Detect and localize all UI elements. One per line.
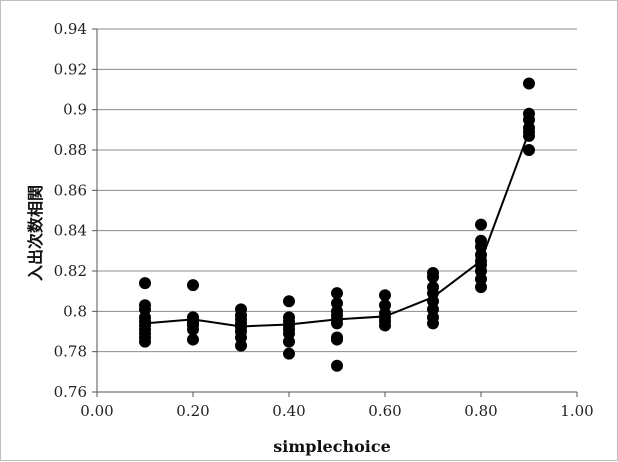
data-point — [139, 335, 151, 348]
data-point — [523, 77, 535, 90]
y-tick-label: 0.84 — [54, 222, 87, 240]
y-tick-label: 0.9 — [63, 101, 87, 119]
data-point — [331, 359, 343, 372]
y-tick-label: 0.78 — [54, 343, 87, 361]
data-point — [379, 289, 391, 302]
data-point — [523, 129, 535, 142]
grid-lines — [97, 28, 577, 353]
data-point — [283, 295, 295, 308]
data-point — [475, 218, 487, 231]
data-point — [139, 277, 151, 290]
data-point — [427, 271, 439, 284]
data-point — [331, 287, 343, 300]
data-point — [235, 339, 247, 352]
y-tick-labels: 0.76 0.78 0.8 0.82 0.84 0.86 0.88 0.9 0.92 0.94 — [54, 20, 87, 401]
data-point — [379, 319, 391, 332]
data-point — [427, 317, 439, 330]
y-tick-label: 0.82 — [54, 262, 87, 280]
y-tick-label: 0.86 — [54, 181, 87, 199]
data-point — [523, 144, 535, 156]
x-tick-label: 0.80 — [464, 402, 497, 420]
x-tick-label: 1.00 — [560, 402, 593, 420]
data-point — [187, 279, 199, 292]
x-tick-label: 0.20 — [176, 402, 209, 420]
y-tick-label: 0.94 — [54, 20, 87, 38]
data-point — [331, 317, 343, 330]
y-tick-label: 0.88 — [54, 141, 87, 159]
x-tick-label: 0.40 — [272, 402, 305, 420]
y-axis-title: 入出次数相関 — [26, 185, 45, 281]
x-tick-label: 0.60 — [368, 402, 401, 420]
data-point — [187, 323, 199, 336]
x-tick-label: 0.00 — [80, 402, 113, 420]
data-point — [331, 333, 343, 346]
y-tick-label: 0.8 — [63, 302, 87, 320]
x-axis-title: simplechoice — [273, 437, 391, 456]
data-point — [475, 281, 487, 294]
data-point — [187, 333, 199, 346]
data-points — [139, 77, 535, 372]
data-point — [283, 335, 295, 348]
x-tick-labels: 0.00 0.20 0.40 0.60 0.80 1.00 — [80, 402, 593, 420]
axes — [92, 28, 578, 397]
data-point — [283, 347, 295, 360]
y-tick-label: 0.76 — [54, 383, 87, 401]
y-tick-label: 0.92 — [54, 60, 87, 78]
